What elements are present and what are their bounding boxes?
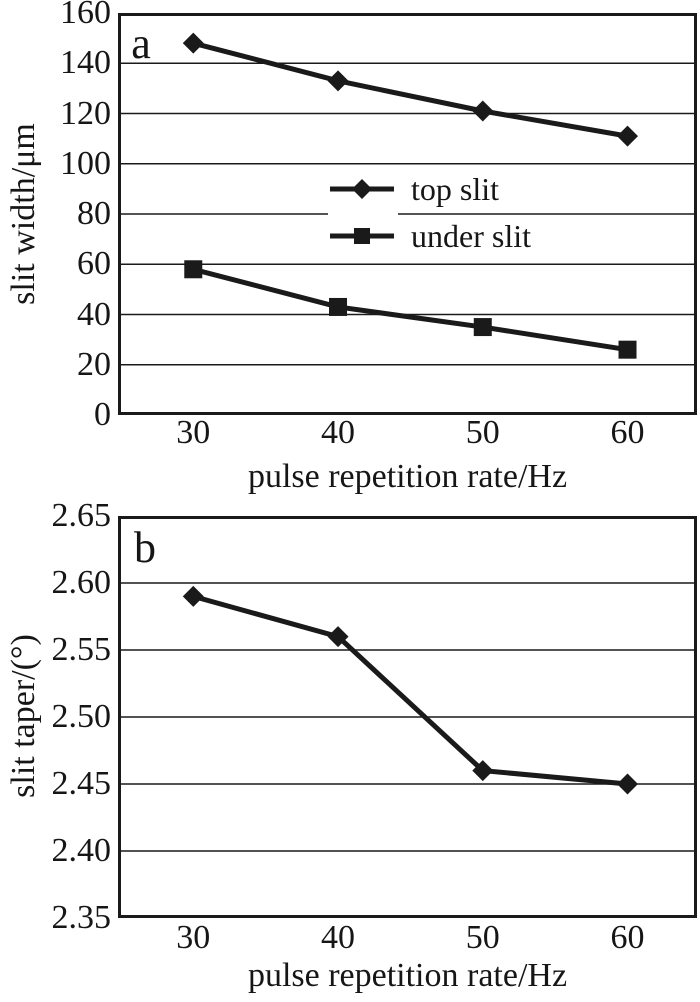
chart-b-y-tick-label: 2.65: [51, 497, 112, 534]
chart-a-y-tick-label: 100: [60, 144, 111, 182]
chart-a-y-tick-label: 40: [77, 295, 111, 333]
chart-a-y-tick-label: 120: [60, 94, 111, 132]
chart-a-x-tick-label: 60: [610, 414, 645, 451]
legend-entry-top-slit: top slit: [328, 166, 499, 212]
chart-a-y-tick-label: 140: [60, 44, 111, 82]
chart-a-y-tick-label: 60: [77, 245, 111, 283]
chart-a-x-tick-label: 40: [321, 414, 356, 451]
chart-b-y-tick-label: 2.60: [51, 564, 112, 601]
legend-entry-under-slit: under slit: [328, 213, 531, 259]
chart-b-y-tick-label: 2.35: [51, 899, 112, 936]
chart-b-y-tick-label: 2.40: [51, 832, 112, 869]
chart-b-y-axis-label: slit taper/(°): [5, 634, 42, 798]
chart-b-plot-area: [118, 516, 697, 918]
chart-b-x-axis-label: pulse repetition rate/Hz: [247, 957, 568, 994]
chart-a-plot-area: [118, 13, 697, 415]
chart-b-x-tick-label: 30: [176, 919, 211, 956]
chart-b-x-tick-label: 50: [465, 919, 500, 956]
chart-a-panel-letter: a: [131, 19, 151, 68]
legend-label-top-slit: top slit: [411, 170, 500, 207]
chart-a-y-axis-label: slit width/μm: [5, 123, 42, 305]
chart-a-x-tick-label: 30: [176, 414, 211, 451]
chart-a-y-tick-label: 0: [94, 396, 111, 433]
chart-a-y-tick-label: 80: [77, 195, 111, 232]
chart-a-y-tick-label: 20: [77, 345, 111, 383]
chart-a-x-tick-label: 50: [465, 414, 500, 451]
chart-b-x-tick-label: 60: [610, 919, 645, 956]
chart-a-y-tick-label: 160: [60, 0, 111, 31]
chart-b-panel-letter: b: [134, 523, 156, 572]
chart-a-x-axis-label: pulse repetition rate/Hz: [247, 458, 568, 495]
chart-b-y-tick-label: 2.50: [51, 698, 112, 735]
legend-label-under-slit: under slit: [411, 217, 531, 254]
square-marker-icon: [328, 213, 398, 259]
chart-b-x-tick-label: 40: [321, 919, 356, 956]
chart-b-y-tick-label: 2.55: [51, 631, 112, 668]
diamond-marker-icon: [328, 166, 398, 212]
chart-b-y-tick-label: 2.45: [51, 765, 112, 802]
